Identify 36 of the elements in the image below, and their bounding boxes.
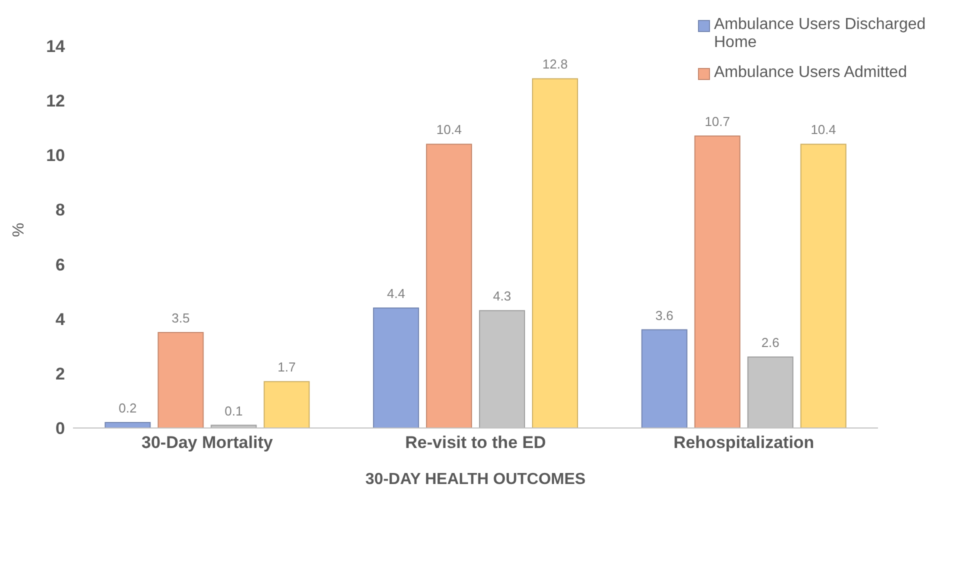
y-tick-label: 4: [56, 310, 66, 329]
data-label: 10.4: [436, 122, 462, 138]
bar: [426, 144, 472, 428]
data-label: 3.6: [655, 308, 674, 323]
bar: [264, 381, 310, 428]
data-label: 0.1: [224, 403, 243, 418]
legend-label: Ambulance Users Discharged Home: [714, 16, 927, 52]
y-tick-label: 14: [46, 37, 66, 56]
x-tick-label: Rehospitalization: [673, 433, 814, 452]
data-label: 10.4: [810, 122, 836, 138]
bar: [104, 422, 151, 428]
data-label: 12.8: [542, 56, 568, 72]
x-tick-label: 30-Day Mortality: [142, 433, 274, 452]
bar: [800, 144, 846, 428]
data-label: 4.3: [492, 288, 512, 304]
y-tick-label: 2: [56, 364, 65, 384]
bar: [532, 78, 578, 428]
data-label: 1.7: [278, 360, 296, 375]
data-label: 2.6: [761, 335, 780, 350]
y-tick-label: 6: [56, 255, 65, 274]
y-axis-title: %: [10, 222, 28, 237]
x-axis-title: 30-DAY HEALTH OUTCOMES: [365, 471, 586, 488]
data-label: 4.4: [386, 286, 406, 301]
y-tick-label: 12: [46, 92, 65, 111]
data-label: 0.2: [118, 400, 137, 416]
y-tick-label: 8: [56, 200, 65, 220]
bar: [694, 136, 740, 428]
y-tick-label: 10: [46, 146, 65, 166]
bar: [641, 329, 688, 428]
legend-label: Ambulance Users Admitted: [714, 64, 907, 82]
y-tick-label: 0: [56, 419, 65, 438]
x-tick-label: Re-visit to the ED: [405, 433, 546, 452]
data-label: 3.5: [172, 310, 190, 326]
data-label: 10.7: [704, 114, 730, 130]
bar: [158, 332, 204, 428]
bar: [373, 307, 420, 428]
